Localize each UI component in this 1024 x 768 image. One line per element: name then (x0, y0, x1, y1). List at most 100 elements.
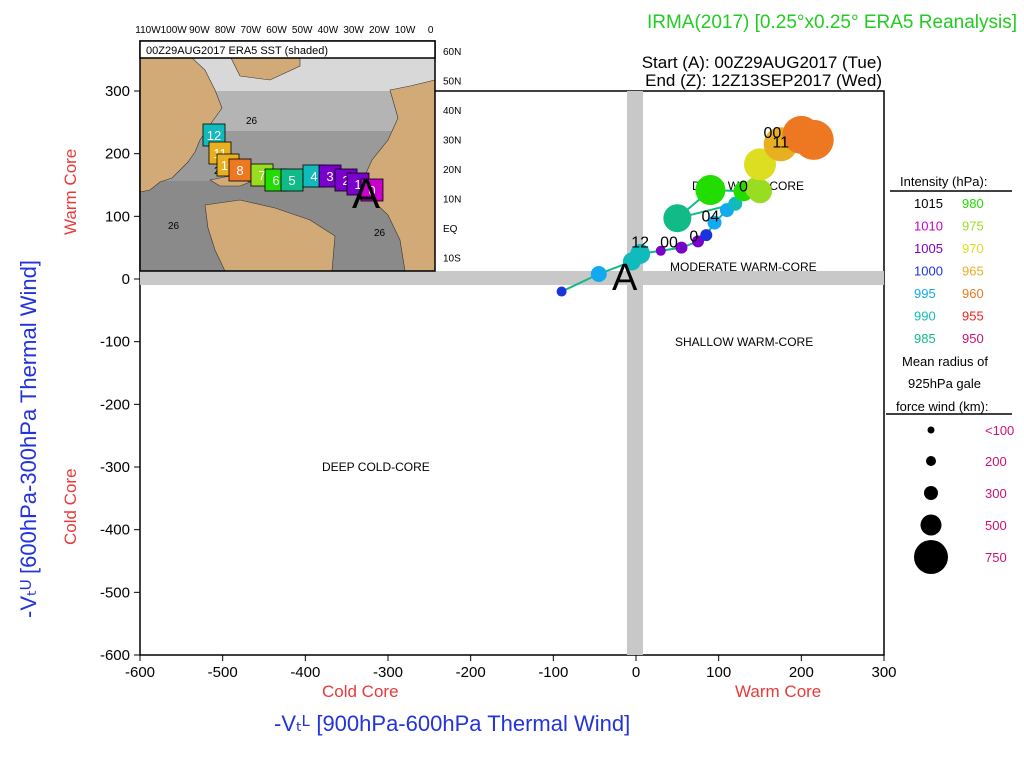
trajectory-point (707, 215, 722, 230)
intensity-legend-item: 985 (914, 331, 936, 346)
radius-legend-label: 500 (985, 518, 1007, 533)
radius-legend-title-3: force wind (km): (896, 399, 988, 414)
lon-label: 10W (395, 25, 416, 36)
trajectory-point (744, 148, 776, 181)
radius-legend: <100 200 300 500 750 (914, 423, 1014, 574)
intensity-legend-item: 970 (962, 241, 984, 256)
radius-legend-title-1: Mean radius of (902, 354, 988, 369)
inset-title: 00Z29AUG2017 ERA5 SST (shaded) (146, 45, 328, 57)
lon-label: 90W (189, 25, 210, 36)
lon-label: 80W (215, 25, 236, 36)
lon-label: 70W (241, 25, 262, 36)
inset-lat-labels: 60N 50N 40N 30N 20N 10N EQ 10S (443, 47, 461, 265)
trajectory-point (692, 235, 704, 248)
south-america-land (204, 199, 336, 272)
y-cold-core-label: Cold Core (61, 468, 80, 545)
radius-legend-label: 750 (985, 550, 1007, 565)
point-label: 12 (631, 235, 649, 252)
x-tick-label: -400 (290, 664, 320, 681)
lon-label: 30W (343, 25, 364, 36)
inset-track-label: 5 (288, 173, 295, 188)
x-tick-label: -500 (208, 664, 238, 681)
inset-track-label: 0 (368, 183, 375, 198)
inset-track-label: 4 (310, 169, 317, 184)
svg-text:26: 26 (168, 221, 180, 232)
zero-band-horizontal (140, 271, 884, 285)
lat-label: 50N (443, 77, 461, 88)
region-deep-cold: DEEP COLD-CORE (322, 460, 430, 474)
radius-legend-dot (924, 486, 938, 500)
point-label: 00 (660, 235, 678, 252)
intensity-legend-item: 1005 (914, 241, 943, 256)
y-tick-label: 100 (105, 208, 130, 225)
trajectory-point (590, 265, 607, 282)
point-label: 11 (772, 134, 789, 151)
point-label: 0 (739, 178, 748, 195)
lat-label: 60N (443, 47, 461, 58)
y-tick-label: -600 (100, 647, 130, 664)
trajectory-point (630, 243, 651, 264)
trajectory-point (655, 245, 666, 256)
inset-lon-labels: 110W 100W 90W 80W 70W 60W 50W 40W 30W 20W 10W 0 (135, 25, 434, 36)
start-time: Start (A): 00Z29AUG2017 (Tue) (642, 53, 882, 72)
lon-label: 0 (428, 25, 434, 36)
x-axis-ticks: -600 -500 -400 -300 -200 -100 0 100 200 300 (125, 655, 897, 681)
intensity-legend-item: 1015 (914, 196, 943, 211)
x-tick-label: 300 (871, 664, 896, 681)
chart-title: IRMA(2017) [0.25°x0.25° ERA5 Reanalysis] (647, 12, 1017, 33)
radius-legend-dot (926, 456, 936, 466)
radius-legend-title-2: 925hPa gale (908, 376, 981, 391)
region-moderate-warm: MODERATE WARM-CORE (670, 260, 817, 274)
point-label: 00 (764, 125, 782, 142)
inset-start-marker: A (352, 170, 380, 217)
y-tick-label: -200 (100, 396, 130, 413)
trajectory-point (700, 229, 713, 242)
inset-title-box (139, 40, 436, 59)
y-tick-label: -100 (100, 334, 130, 351)
x-tick-label: -100 (538, 664, 568, 681)
x-cold-core-label: Cold Core (322, 682, 399, 701)
svg-text:26: 26 (246, 116, 258, 127)
lat-label: 20N (443, 165, 461, 176)
region-shallow-warm: SHALLOW WARM-CORE (675, 335, 813, 349)
north-america-land (139, 55, 223, 193)
y-tick-label: 200 (105, 146, 130, 163)
zero-band-vertical (627, 91, 643, 655)
intensity-legend-item: 960 (962, 286, 984, 301)
inset-track-label: 3 (326, 169, 333, 184)
intensity-legend-item: 975 (962, 219, 984, 234)
x-tick-label: -300 (373, 664, 403, 681)
trajectory-point (793, 119, 834, 160)
trajectory-point (675, 241, 688, 254)
intensity-legend-title: Intensity (hPa): (900, 174, 987, 189)
radius-legend-dot (920, 514, 942, 536)
lon-label: 110W (135, 25, 161, 36)
lat-label: EQ (443, 224, 458, 235)
point-label: 04 (702, 208, 720, 225)
lat-label: 40N (443, 106, 461, 117)
radius-legend-label: 200 (985, 454, 1007, 469)
trajectory-point (728, 196, 743, 211)
intensity-legend-item: 950 (962, 331, 984, 346)
x-tick-label: 200 (789, 664, 814, 681)
inset-track-label: 1 (354, 177, 361, 192)
y-tick-label: 0 (122, 271, 130, 288)
trajectory-point (556, 286, 567, 297)
svg-text:26: 26 (374, 228, 386, 239)
radius-legend-label: 300 (985, 486, 1007, 501)
trajectory-point (663, 204, 692, 233)
x-axis-title: -Vₜᴸ [900hPa-600hPa Thermal Wind] (274, 711, 630, 736)
radius-legend-label: <100 (985, 423, 1014, 438)
point-label: 0 (689, 228, 698, 245)
inset-track-label: 12 (207, 128, 221, 143)
lon-label: 20W (369, 25, 390, 36)
lon-label: 60W (266, 25, 287, 36)
lat-label: 10S (443, 254, 461, 265)
intensity-legend-item: 990 (914, 309, 936, 324)
y-tick-label: -500 (100, 584, 130, 601)
end-time: End (Z): 12Z13SEP2017 (Wed) (645, 71, 882, 90)
inset-map: 26 26 26 26 00Z29AUG2017 ERA5 SST (shade… (139, 40, 436, 272)
